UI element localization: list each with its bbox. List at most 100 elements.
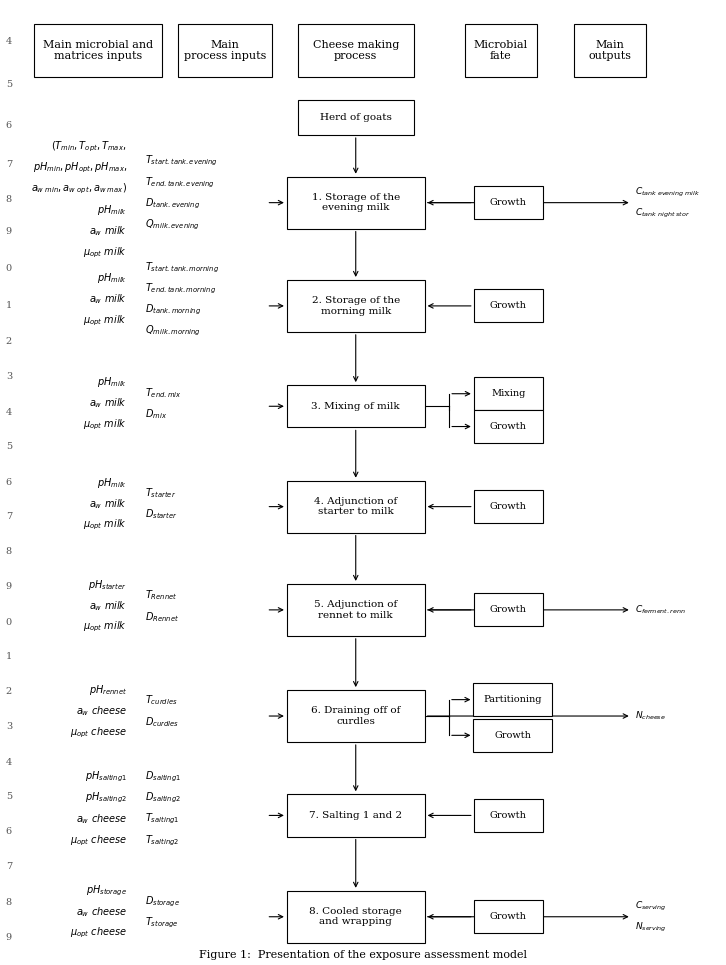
Text: 7: 7: [6, 511, 12, 521]
Text: $T_{end.tank.evening}$: $T_{end.tank.evening}$: [145, 176, 215, 189]
Text: $T_{Rennet}$: $T_{Rennet}$: [145, 589, 178, 602]
Text: Growth: Growth: [490, 811, 526, 820]
Text: 2: 2: [6, 687, 12, 697]
FancyBboxPatch shape: [574, 24, 646, 77]
Text: 5. Adjunction of
rennet to milk: 5. Adjunction of rennet to milk: [314, 600, 397, 620]
FancyBboxPatch shape: [473, 593, 542, 626]
Text: 4. Adjunction of
starter to milk: 4. Adjunction of starter to milk: [314, 497, 397, 516]
Text: Microbial
fate: Microbial fate: [474, 40, 528, 62]
Text: $pH_{storage}$: $pH_{storage}$: [86, 884, 127, 897]
FancyBboxPatch shape: [287, 794, 425, 837]
Text: $a_{w}\ cheese$: $a_{w}\ cheese$: [76, 813, 127, 826]
Text: $\mu_{opt}\ milk$: $\mu_{opt}\ milk$: [83, 620, 127, 634]
Text: $pH_{salting2}$: $pH_{salting2}$: [85, 791, 127, 805]
FancyBboxPatch shape: [473, 186, 542, 219]
Text: $\mu_{opt}\ cheese$: $\mu_{opt}\ cheese$: [70, 834, 127, 847]
Text: 1: 1: [6, 651, 12, 661]
FancyBboxPatch shape: [287, 690, 425, 742]
Text: $\mu_{opt}\ milk$: $\mu_{opt}\ milk$: [83, 314, 127, 327]
Text: $T_{start.tank.evening}$: $T_{start.tank.evening}$: [145, 154, 219, 168]
Text: 0: 0: [6, 263, 12, 273]
Text: $a_{w}\ milk$: $a_{w}\ milk$: [89, 292, 127, 306]
Text: $D_{tank.morning}$: $D_{tank.morning}$: [145, 303, 202, 317]
Text: 7. Salting 1 and 2: 7. Salting 1 and 2: [309, 811, 402, 820]
Text: $\mu_{opt}\ cheese$: $\mu_{opt}\ cheese$: [70, 726, 127, 739]
Text: 4: 4: [6, 407, 12, 417]
Text: $T_{starter}$: $T_{starter}$: [145, 486, 176, 500]
FancyBboxPatch shape: [473, 719, 552, 752]
Text: 1: 1: [6, 301, 12, 311]
Text: $T_{start.tank.morning}$: $T_{start.tank.morning}$: [145, 261, 219, 274]
FancyBboxPatch shape: [473, 410, 542, 443]
Text: 5: 5: [6, 80, 12, 90]
Text: $N_{cheese}$: $N_{cheese}$: [635, 710, 666, 722]
Text: 2: 2: [6, 337, 12, 346]
FancyBboxPatch shape: [178, 24, 272, 77]
Text: $T_{end.mix}$: $T_{end.mix}$: [145, 386, 182, 400]
Text: $a_{w}\ milk$: $a_{w}\ milk$: [89, 599, 127, 613]
Text: 3: 3: [6, 722, 12, 731]
Text: 5: 5: [6, 442, 12, 452]
Text: 8: 8: [6, 195, 12, 205]
Text: 4: 4: [6, 758, 12, 767]
Text: Herd of goats: Herd of goats: [319, 113, 392, 123]
Text: $pH_{milk}$: $pH_{milk}$: [97, 375, 127, 389]
Text: Growth: Growth: [494, 731, 531, 740]
Text: 6: 6: [6, 121, 12, 130]
Text: $D_{Rennet}$: $D_{Rennet}$: [145, 610, 179, 623]
Text: Main
outputs: Main outputs: [588, 40, 632, 62]
Text: $D_{tank.evening}$: $D_{tank.evening}$: [145, 197, 200, 210]
Text: 4: 4: [6, 37, 12, 46]
FancyBboxPatch shape: [473, 900, 542, 933]
Text: Figure 1:  Presentation of the exposure assessment model: Figure 1: Presentation of the exposure a…: [199, 951, 527, 960]
Text: $a_{w}\ milk$: $a_{w}\ milk$: [89, 397, 127, 410]
Text: Growth: Growth: [490, 301, 526, 311]
Text: $C_{tank\ night\ stor}$: $C_{tank\ night\ stor}$: [635, 207, 690, 220]
FancyBboxPatch shape: [287, 584, 425, 636]
Text: 7: 7: [6, 159, 12, 169]
Text: $D_{curdles}$: $D_{curdles}$: [145, 715, 179, 729]
Text: Growth: Growth: [490, 912, 526, 922]
Text: $\mu_{opt}\ milk$: $\mu_{opt}\ milk$: [83, 518, 127, 532]
Text: $(T_{min}, T_{opt}, T_{max},$: $(T_{min}, T_{opt}, T_{max},$: [52, 140, 127, 153]
Text: Growth: Growth: [490, 605, 526, 615]
Text: 8: 8: [6, 897, 12, 907]
Text: $a_{w}\ cheese$: $a_{w}\ cheese$: [76, 905, 127, 919]
Text: Growth: Growth: [490, 502, 526, 511]
Text: $D_{mix}$: $D_{mix}$: [145, 407, 167, 421]
Text: $C_{tank\ evening\ milk}$: $C_{tank\ evening\ milk}$: [635, 185, 701, 199]
Text: $T_{end.tank.morning}$: $T_{end.tank.morning}$: [145, 282, 216, 295]
Text: Cheese making
process: Cheese making process: [313, 40, 399, 62]
Text: 5: 5: [6, 791, 12, 801]
Text: $a_{w}\ cheese$: $a_{w}\ cheese$: [76, 704, 127, 718]
Text: $\mu_{opt}\ milk$: $\mu_{opt}\ milk$: [83, 418, 127, 431]
Text: 3. Mixing of milk: 3. Mixing of milk: [311, 401, 400, 411]
FancyBboxPatch shape: [473, 290, 542, 322]
Text: $N_{serving}$: $N_{serving}$: [635, 921, 667, 934]
Text: $D_{salting1}$: $D_{salting1}$: [145, 770, 182, 784]
Text: $C_{serving}$: $C_{serving}$: [635, 899, 666, 913]
Text: 8: 8: [6, 547, 12, 557]
Text: $T_{curdles}$: $T_{curdles}$: [145, 694, 178, 707]
Text: $pH_{min}, pH_{opt}, pH_{max},$: $pH_{min}, pH_{opt}, pH_{max},$: [33, 161, 127, 175]
Text: 0: 0: [6, 618, 12, 627]
FancyBboxPatch shape: [287, 891, 425, 943]
Text: $a_{w}\ milk$: $a_{w}\ milk$: [89, 497, 127, 510]
Text: $pH_{milk}$: $pH_{milk}$: [97, 271, 127, 285]
Text: 7: 7: [6, 862, 12, 871]
Text: 6. Draining off of
curdles: 6. Draining off of curdles: [311, 706, 401, 726]
Text: $Q_{milk.morning}$: $Q_{milk.morning}$: [145, 324, 201, 338]
Text: $\mu_{opt}\ cheese$: $\mu_{opt}\ cheese$: [70, 926, 127, 940]
FancyBboxPatch shape: [287, 280, 425, 332]
Text: 1. Storage of the
evening milk: 1. Storage of the evening milk: [311, 193, 400, 212]
Text: Partitioning: Partitioning: [484, 695, 542, 704]
Text: Growth: Growth: [490, 198, 526, 207]
Text: Mixing: Mixing: [491, 389, 526, 399]
FancyBboxPatch shape: [473, 490, 542, 523]
Text: $T_{storage}$: $T_{storage}$: [145, 916, 179, 929]
Text: $D_{salting2}$: $D_{salting2}$: [145, 791, 181, 805]
Text: $Q_{milk.evening}$: $Q_{milk.evening}$: [145, 218, 200, 232]
FancyBboxPatch shape: [465, 24, 537, 77]
Text: $C_{ferment.renn}$: $C_{ferment.renn}$: [635, 604, 686, 616]
Text: $D_{storage}$: $D_{storage}$: [145, 895, 180, 908]
